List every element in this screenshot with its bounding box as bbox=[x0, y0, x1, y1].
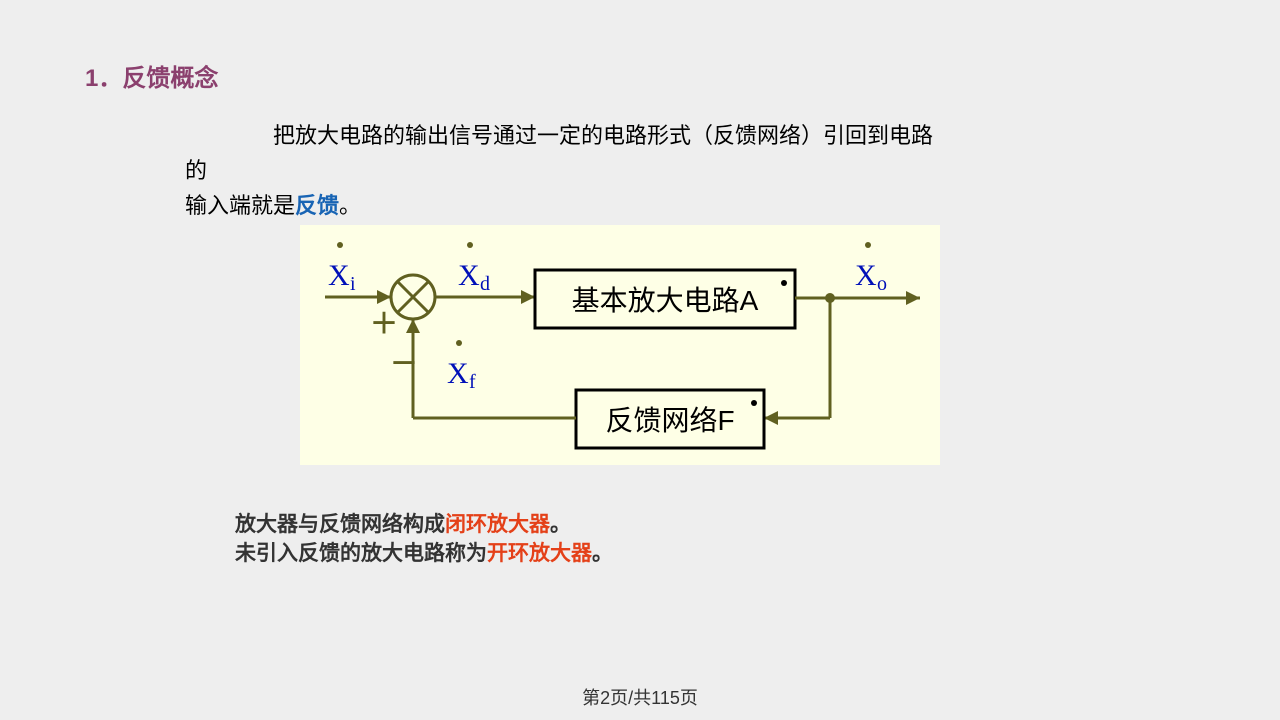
bottom-line1-pre: 放大器与反馈网络构成 bbox=[235, 513, 445, 536]
section-title: 1．反馈概念 bbox=[85, 58, 218, 93]
plus-sign: ＋ bbox=[370, 308, 398, 339]
minus-sign: － bbox=[390, 348, 418, 379]
fb-box-label: 反馈网络F bbox=[605, 405, 734, 436]
desc-line2-suf: 。 bbox=[339, 193, 361, 218]
bottom-line2-hl: 开环放大器 bbox=[487, 542, 592, 565]
bottom-text-block: 放大器与反馈网络构成闭环放大器。 未引入反馈的放大电路称为开环放大器。 bbox=[235, 510, 613, 569]
label-xi-sub: i bbox=[350, 273, 356, 295]
amp-box-label: 基本放大电路A bbox=[572, 285, 759, 316]
label-xi: X bbox=[328, 259, 350, 292]
bottom-line1-hl: 闭环放大器 bbox=[445, 513, 550, 536]
desc-line1: 把放大电路的输出信号通过一定的电路形式（反馈网络）引回到电路的 bbox=[185, 123, 933, 183]
bottom-line1-post: 。 bbox=[550, 513, 571, 536]
desc-line2-pre: 输入端就是 bbox=[185, 193, 295, 218]
label-xo-sub: o bbox=[877, 273, 887, 295]
label-xf: X bbox=[447, 357, 469, 390]
feedback-diagram: 基本放大电路A 反馈网络F ＋ － X i X d X f bbox=[300, 225, 940, 465]
bottom-line2-post: 。 bbox=[592, 542, 613, 565]
label-xd-sub: d bbox=[480, 273, 490, 295]
description-paragraph: 把放大电路的输出信号通过一定的电路形式（反馈网络）引回到电路的 输入端就是反馈。 bbox=[185, 118, 945, 224]
label-xd: X bbox=[458, 259, 480, 292]
page-number: 第2页/共115页 bbox=[582, 684, 698, 710]
desc-highlight: 反馈 bbox=[295, 193, 339, 218]
label-xo: X bbox=[855, 259, 877, 292]
bottom-line2-pre: 未引入反馈的放大电路称为 bbox=[235, 542, 487, 565]
label-xf-sub: f bbox=[469, 371, 476, 393]
